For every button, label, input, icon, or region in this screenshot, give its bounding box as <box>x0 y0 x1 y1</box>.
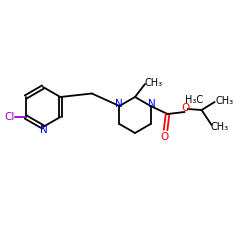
Text: Cl: Cl <box>4 112 15 122</box>
Text: O: O <box>182 103 190 113</box>
Text: O: O <box>160 132 169 142</box>
Text: CH₃: CH₃ <box>216 96 234 106</box>
Text: N: N <box>114 99 122 109</box>
Text: CH₃: CH₃ <box>210 122 229 132</box>
Text: N: N <box>148 99 156 109</box>
Text: CH₃: CH₃ <box>145 78 163 88</box>
Text: H₃C: H₃C <box>184 95 203 105</box>
Text: N: N <box>40 125 48 135</box>
